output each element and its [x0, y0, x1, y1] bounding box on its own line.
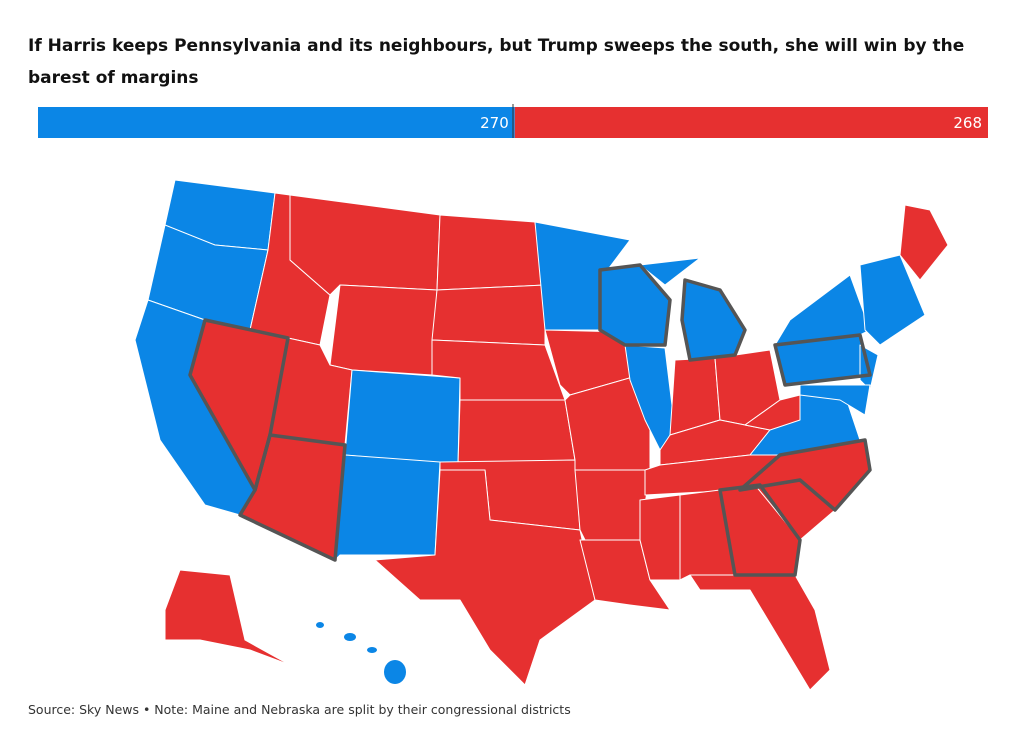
tally-bar	[514, 107, 988, 138]
states	[134, 179, 949, 691]
source-note: Source: Sky News • Note: Maine and Nebra…	[28, 702, 571, 717]
tally-label: 268	[953, 114, 982, 132]
tally-label: 270	[480, 114, 509, 132]
title: If Harris keeps Pennsylvania and its nei…	[28, 36, 965, 88]
tally-bar	[38, 107, 515, 138]
battleground-outlines	[188, 263, 872, 577]
